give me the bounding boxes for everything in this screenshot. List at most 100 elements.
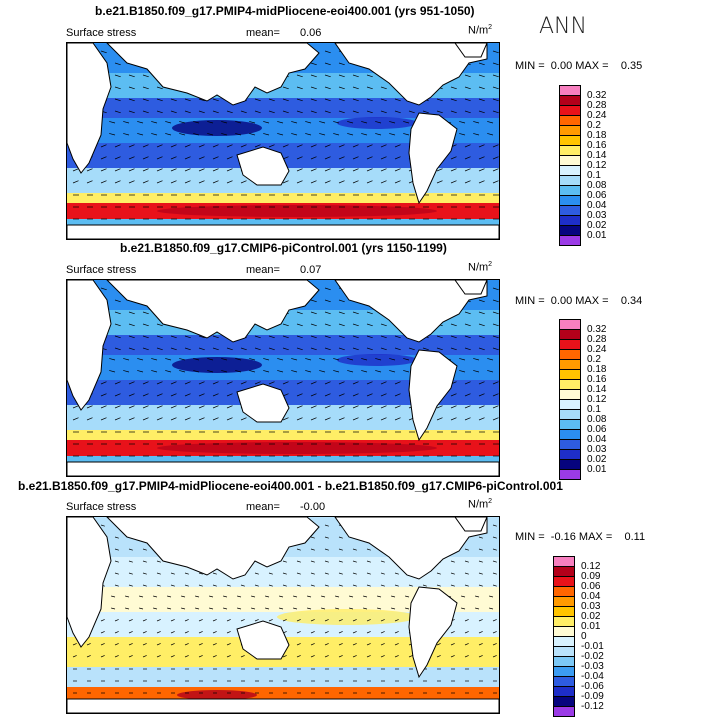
land-mass (408, 112, 458, 205)
stress-vector (184, 347, 191, 351)
stress-vector (380, 86, 387, 90)
stress-vector (170, 655, 175, 658)
stress-vector (492, 144, 499, 148)
stress-vector (338, 619, 343, 622)
stress-vector (296, 560, 301, 563)
stress-vector (333, 370, 340, 373)
stress-vector (324, 417, 331, 421)
stress-vector (352, 643, 357, 646)
stress-vector (347, 121, 354, 124)
colorbar-level-label: 0.18 (587, 130, 607, 141)
stress-vector (240, 381, 247, 385)
stress-vector (352, 74, 359, 78)
stress-vector (296, 168, 303, 172)
stress-vector (212, 335, 219, 339)
stress-vector (114, 619, 119, 622)
stress-vector (464, 381, 471, 385)
weak-stress-patch (172, 357, 262, 373)
stress-vector (489, 607, 494, 610)
panel-1-variable: Surface stress (66, 27, 137, 39)
stress-vector (254, 619, 259, 622)
stress-vector (139, 595, 144, 598)
stress-vector (86, 655, 91, 658)
stress-vector (464, 323, 471, 327)
stress-vector (473, 121, 480, 124)
stress-vector (391, 595, 396, 598)
stress-vector (165, 358, 172, 361)
stress-vector (184, 156, 191, 160)
stress-vector (478, 584, 483, 587)
stress-vector (394, 631, 399, 634)
stress-vector (366, 381, 373, 385)
colorbar-level-label: 0.03 (587, 444, 607, 455)
stress-vector (464, 417, 471, 421)
stress-vector (492, 560, 497, 563)
stress-vector (436, 347, 443, 351)
stress-vector (366, 311, 373, 315)
stress-vector (114, 572, 119, 575)
stress-vector (324, 381, 331, 385)
stress-vector (198, 180, 205, 184)
season-label: ANN (539, 14, 587, 39)
stress-vector (361, 358, 368, 361)
stress-vector (282, 655, 287, 658)
colorbar-level-label: 0.32 (587, 324, 607, 335)
stress-vector (389, 133, 396, 136)
stress-vector (324, 50, 331, 54)
stress-vector (394, 156, 401, 160)
panel-1-map (66, 42, 500, 240)
stress-vector (114, 62, 121, 66)
stress-vector (240, 180, 247, 184)
stress-vector (170, 335, 177, 339)
stress-vector (235, 133, 242, 136)
stress-vector (478, 655, 483, 658)
stress-vector (226, 417, 233, 421)
stress-vector (310, 156, 317, 160)
stress-vector (277, 370, 284, 373)
stress-vector (109, 370, 116, 373)
stress-vector (240, 584, 245, 587)
colorbar-level-label: 0.16 (587, 374, 607, 385)
stress-vector (366, 655, 371, 658)
stress-vector (109, 133, 116, 136)
stress-vector (128, 393, 135, 397)
panel-3-map (66, 516, 500, 714)
stress-vector (114, 417, 121, 421)
stress-vector (338, 86, 345, 90)
stress-vector (223, 595, 228, 598)
stress-vector (195, 595, 200, 598)
stress-vector (142, 110, 149, 114)
stress-vector (128, 548, 133, 551)
stress-vector (338, 299, 345, 303)
stress-vector (478, 405, 485, 409)
stress-vector (310, 335, 317, 339)
colorbar-level-label: 0.01 (587, 230, 607, 241)
stress-vector (198, 417, 205, 421)
land-mass (67, 517, 112, 648)
stress-vector (170, 156, 177, 160)
stress-vector (142, 548, 147, 551)
stress-vector (184, 417, 191, 421)
stress-vector (179, 121, 186, 124)
stress-vector (235, 121, 242, 124)
stress-vector (109, 121, 116, 124)
stress-vector (352, 311, 359, 315)
stress-vector (394, 335, 401, 339)
stress-vector (198, 144, 205, 148)
stress-vector (464, 572, 469, 575)
stress-vector (338, 560, 343, 563)
stress-vector (366, 619, 371, 622)
stress-vector (464, 405, 471, 409)
stress-vector (475, 595, 480, 598)
colorbar-level-label: 0.06 (587, 190, 607, 201)
stress-vector (184, 643, 189, 646)
stress-vector (128, 110, 135, 114)
stress-vector (335, 595, 340, 598)
stress-vector (282, 619, 287, 622)
stress-vector (352, 347, 359, 351)
panel-2-title: b.e21.B1850.f09_g17.CMIP6-piControl.001 … (120, 241, 447, 255)
colorbar-level-label: 0.2 (587, 354, 601, 365)
colorbar-level-label: 0.02 (587, 220, 607, 231)
stress-vector (198, 381, 205, 385)
stress-vector (296, 393, 303, 397)
